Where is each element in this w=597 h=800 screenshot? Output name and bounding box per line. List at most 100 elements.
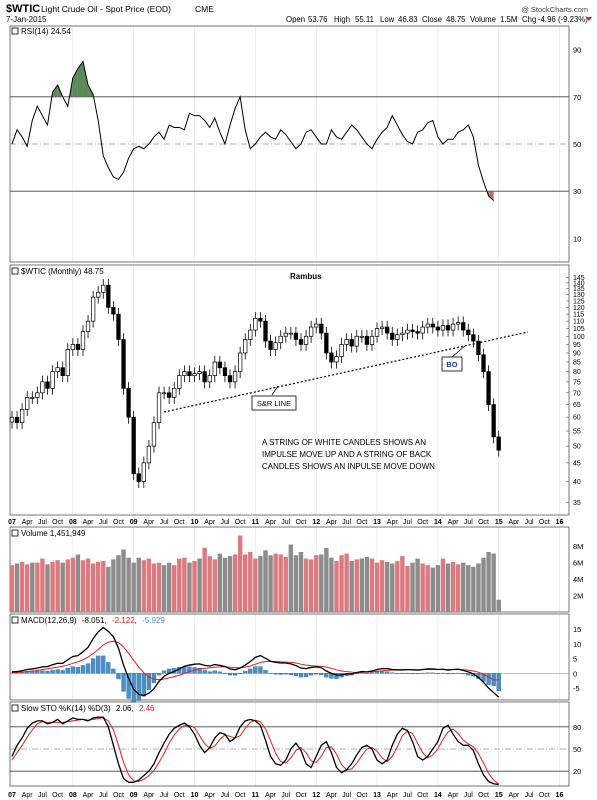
- x-tick-label: Jul: [160, 792, 169, 799]
- macd-hist-bar: [359, 672, 364, 674]
- candle-body: [167, 392, 172, 398]
- candle-body: [253, 317, 258, 331]
- candle-body: [390, 332, 395, 340]
- candle-body: [288, 332, 293, 335]
- candle-body: [217, 361, 223, 369]
- volume-label: Volume: [470, 15, 496, 24]
- x-tick-label: Apr: [143, 792, 155, 799]
- volume-bar: [192, 561, 197, 612]
- macd-hist-bar: [461, 673, 466, 675]
- x-tick-label: Oct: [52, 792, 63, 799]
- macd-hist-bar: [390, 672, 395, 674]
- candle-body: [405, 329, 410, 334]
- x-tick-label: 07: [8, 519, 16, 526]
- x-tick-label: Apr: [204, 519, 216, 526]
- macd-hist-bar: [496, 673, 501, 692]
- rsi-tick-label: 90: [573, 46, 581, 55]
- candle-body: [131, 416, 136, 475]
- candle-body: [410, 329, 415, 332]
- volume-bar: [415, 558, 420, 612]
- macd-hist-bar: [50, 669, 55, 674]
- macd-hist-bar: [456, 672, 461, 674]
- volume-bar: [172, 565, 177, 612]
- volume-bar: [425, 565, 430, 612]
- candle-body: [374, 328, 380, 337]
- sto-legend-d: 2.46: [139, 704, 155, 713]
- candle-body: [50, 371, 55, 389]
- macd-hist-bar: [111, 668, 116, 674]
- candle-body: [111, 307, 116, 315]
- annotation-note: A STRING OF WHITE CANDLES SHOWS AN IMPUL…: [262, 438, 435, 471]
- price-tick-label: 105: [573, 326, 585, 333]
- candle-body: [324, 332, 329, 354]
- x-tick-label: Jul: [403, 792, 412, 799]
- x-tick-label: 13: [373, 519, 381, 526]
- price-tick-label: 65: [573, 402, 581, 409]
- volume-bar: [395, 561, 400, 612]
- candle-body: [481, 354, 486, 372]
- volume-bar: [65, 559, 70, 612]
- macd-legend-macd: -8.051: [82, 616, 105, 625]
- high-value: 55.11: [355, 15, 374, 24]
- volume-bar: [40, 558, 45, 612]
- macd-hist-bar: [263, 669, 268, 674]
- price-tick-label: 115: [573, 312, 584, 319]
- volume-bar: [141, 560, 147, 612]
- macd-hist-bar: [90, 658, 96, 674]
- x-tick-label: Apr: [326, 519, 338, 526]
- volume-bar: [496, 599, 501, 612]
- x-tick-label: Jul: [281, 519, 290, 526]
- candle-body: [293, 332, 299, 340]
- candle-body: [329, 352, 334, 363]
- candle-body: [146, 445, 152, 464]
- volume-bar: [491, 553, 496, 612]
- candle-body: [222, 367, 228, 377]
- x-tick-label: 11: [252, 792, 260, 799]
- macd-line: [11, 626, 500, 698]
- chg-label: Chg: [522, 15, 536, 24]
- volume-bar: [344, 553, 349, 612]
- candle-body: [30, 397, 35, 399]
- macd-hist-bar: [106, 662, 111, 674]
- price-tick-label: 110: [573, 319, 584, 326]
- volume-bar: [85, 558, 91, 612]
- candle-body: [415, 331, 420, 334]
- date-label: 7-Jan-2015: [6, 15, 47, 24]
- rsi-overbought-fill: [52, 85, 58, 97]
- volume-bar: [90, 563, 96, 612]
- volume-bar: [374, 562, 380, 612]
- macd-hist-bar: [415, 673, 420, 675]
- volume-bar: [237, 535, 243, 612]
- macd-tick-label: 15: [573, 625, 581, 634]
- volume-bar: [146, 558, 152, 612]
- macd-hist-bar: [243, 671, 248, 674]
- volume-bar: [45, 564, 50, 612]
- volume-bar: [30, 562, 35, 612]
- price-panel: 3540455055606570758085909510010511011512…: [9, 264, 585, 516]
- sto-tick-label: 20: [573, 767, 581, 776]
- volume-bar: [197, 558, 202, 612]
- volume-bar: [161, 565, 167, 612]
- macd-hist-bar: [121, 673, 126, 692]
- rsi-tick-label: 50: [573, 140, 581, 149]
- sto-legend: Slow STO %K(14) %D(3) 2.06, 2.46: [21, 704, 155, 713]
- volume-bar: [334, 561, 339, 612]
- macd-hist-bar: [314, 673, 319, 675]
- candle-body: [461, 322, 466, 331]
- x-tick-label: 08: [69, 792, 77, 799]
- x-tick-label: 12: [312, 519, 320, 526]
- candle-body: [161, 392, 167, 395]
- price-title: Rambus: [290, 272, 322, 281]
- volume-bar: [136, 557, 141, 612]
- price-legend: $WTIC (Monthly) 48.75: [21, 267, 104, 276]
- macd-legend-swatch: [11, 616, 19, 624]
- sr-line-label: S&R LINE: [257, 399, 291, 408]
- candle-body: [354, 335, 359, 347]
- x-tick-label: Jul: [403, 519, 412, 526]
- macd-tick-label: 10: [573, 640, 581, 649]
- x-tick-label: Oct: [417, 519, 428, 526]
- volume-bar: [476, 563, 481, 612]
- candle-body: [212, 361, 217, 377]
- x-tick-label: Oct: [52, 519, 63, 526]
- sto-legend-prefix: Slow STO %K(14) %D(3): [21, 704, 111, 713]
